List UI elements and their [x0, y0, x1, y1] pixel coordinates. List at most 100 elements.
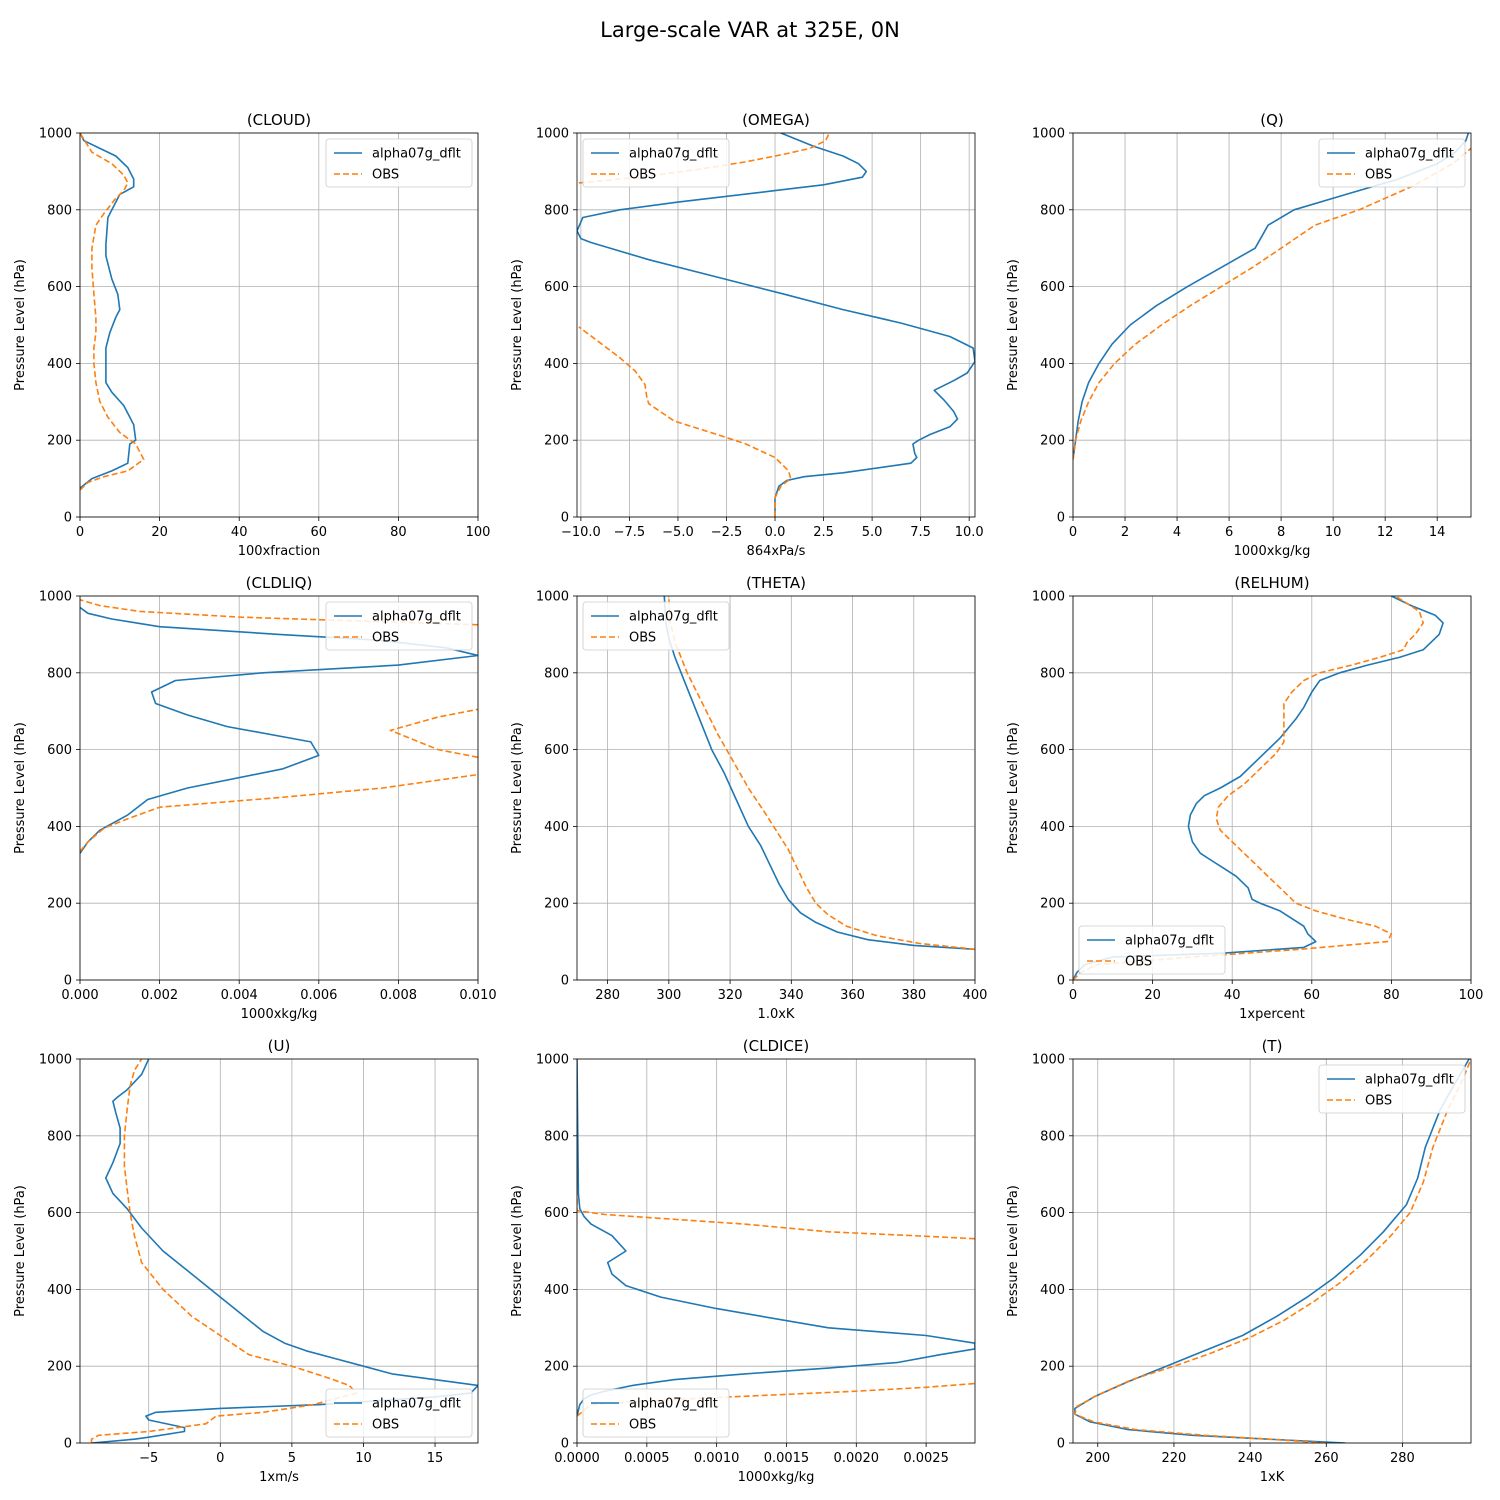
y-tick-label: 800	[1040, 666, 1065, 681]
series-line-obs	[1074, 1059, 1471, 1443]
legend: alpha07g_dflt OBS	[582, 138, 730, 188]
legend-label: OBS	[1365, 1094, 1392, 1109]
legend: alpha07g_dflt OBS	[325, 138, 473, 188]
x-tick-label: −5.0	[662, 525, 694, 540]
y-tick-label: 0	[561, 974, 569, 989]
panel-title: (T)	[1262, 1037, 1283, 1055]
legend-box	[582, 1388, 730, 1438]
y-tick-label: 800	[1040, 1129, 1065, 1144]
x-tick-label: 360	[840, 988, 865, 1003]
y-tick-label: 1000	[1032, 1053, 1065, 1068]
subplot-cldice: 0.0000 0.0005 0.0010 0.0015 0.0020 0.0025 0 200…	[510, 1037, 976, 1485]
axes-frame	[1072, 595, 1472, 981]
axes-frame	[576, 1058, 976, 1444]
gridlines	[79, 132, 479, 518]
panel-title: (Q)	[1260, 111, 1284, 129]
x-tick-label: 320	[718, 988, 743, 1003]
series-line-obs	[577, 1193, 975, 1240]
y-tick-label: 800	[544, 203, 569, 218]
x-tick-label: 2.5	[813, 525, 834, 540]
x-tick-label: 220	[1162, 1451, 1187, 1466]
x-tick-label: 8	[1277, 525, 1285, 540]
x-tick-label: 0.010	[459, 988, 496, 1003]
y-axis-label: Pressure Level (hPa)	[13, 1185, 28, 1317]
y-tick-label: 600	[1040, 1206, 1065, 1221]
y-tick-label: 400	[47, 820, 72, 835]
x-tick-label: 0	[216, 1451, 224, 1466]
y-tick-label: 600	[544, 280, 569, 295]
x-tick-label: 0	[76, 525, 84, 540]
y-tick-label: 1000	[39, 1053, 72, 1068]
y-tick-label: 1000	[1032, 127, 1065, 142]
x-tick-label: 60	[311, 525, 328, 540]
x-tick-label: −5	[139, 1451, 158, 1466]
subplot-cloud: 0 20 40 60 80 10002004006008001000(CLOUD)100x…	[13, 111, 490, 559]
axes-frame	[1072, 1058, 1472, 1444]
y-tick-label: 600	[47, 1206, 72, 1221]
legend-box	[325, 138, 473, 188]
series-line-obs	[90, 1059, 358, 1443]
x-tick-label: 0.0005	[624, 1451, 670, 1466]
legend: alpha07g_dflt OBS	[582, 601, 730, 651]
legend-label: alpha07g_dflt	[372, 1397, 461, 1412]
y-tick-label: 400	[544, 357, 569, 372]
y-tick-label: 0	[1057, 974, 1065, 989]
y-tick-label: 800	[47, 666, 72, 681]
y-tick-label: 800	[544, 666, 569, 681]
y-tick-label: 1000	[1032, 590, 1065, 605]
y-tick-label: 400	[544, 1283, 569, 1298]
x-tick-label: 380	[901, 988, 926, 1003]
series-group	[1074, 1059, 1471, 1443]
panel-title: (CLOUD)	[247, 111, 311, 129]
x-axis-label: 1xpercent	[1239, 1007, 1305, 1022]
legend-label: OBS	[629, 631, 656, 646]
legend: alpha07g_dflt OBS	[582, 1388, 730, 1438]
legend-label: OBS	[629, 168, 656, 183]
legend-box	[325, 1388, 473, 1438]
legend-label: OBS	[372, 631, 399, 646]
y-tick-label: 1000	[39, 590, 72, 605]
y-axis-label: Pressure Level (hPa)	[510, 722, 525, 854]
x-tick-label: 4	[1173, 525, 1181, 540]
x-tick-label: 40	[1224, 988, 1241, 1003]
legend-label: alpha07g_dflt	[372, 610, 461, 625]
panel-title: (OMEGA)	[742, 111, 810, 129]
x-tick-label: 200	[1085, 1451, 1110, 1466]
axes-frame	[79, 1058, 479, 1444]
x-axis-label: 1000xkg/kg	[1234, 544, 1311, 559]
x-tick-label: 0.0	[765, 525, 786, 540]
series-line-obs	[80, 773, 478, 852]
legend-box	[1318, 138, 1466, 188]
y-tick-label: 800	[1040, 203, 1065, 218]
legend-label: OBS	[1125, 955, 1152, 970]
y-tick-label: 1000	[39, 127, 72, 142]
series-line-model	[91, 1059, 478, 1443]
x-tick-label: 0.0025	[903, 1451, 949, 1466]
legend-box	[582, 138, 730, 188]
legend-label: OBS	[629, 1418, 656, 1433]
panel-title: (CLDICE)	[743, 1037, 809, 1055]
legend-label: alpha07g_dflt	[629, 147, 718, 162]
x-tick-label: 0.006	[300, 988, 337, 1003]
y-tick-label: 600	[1040, 280, 1065, 295]
subplot-grid: 0 20 40 60 80 10002004006008001000(CLOUD)100x…	[13, 111, 1483, 1485]
legend: alpha07g_dflt OBS	[1318, 1064, 1466, 1114]
x-tick-label: 15	[427, 1451, 444, 1466]
y-tick-label: 200	[1040, 1360, 1065, 1375]
x-tick-label: 60	[1304, 988, 1321, 1003]
plot-area	[1073, 1059, 1471, 1443]
x-tick-label: 0.008	[380, 988, 417, 1003]
legend-label: OBS	[372, 1418, 399, 1433]
plot-area	[80, 596, 478, 980]
axes-frame	[79, 595, 479, 981]
axes-frame	[79, 132, 479, 518]
series-line-obs	[80, 133, 145, 491]
x-tick-label: 10.0	[955, 525, 984, 540]
y-tick-label: 400	[544, 820, 569, 835]
legend-label: OBS	[1365, 168, 1392, 183]
x-tick-label: 10	[1325, 525, 1342, 540]
legend: alpha07g_dflt OBS	[325, 601, 473, 651]
series-group	[663, 596, 975, 951]
plot-area	[80, 133, 478, 517]
